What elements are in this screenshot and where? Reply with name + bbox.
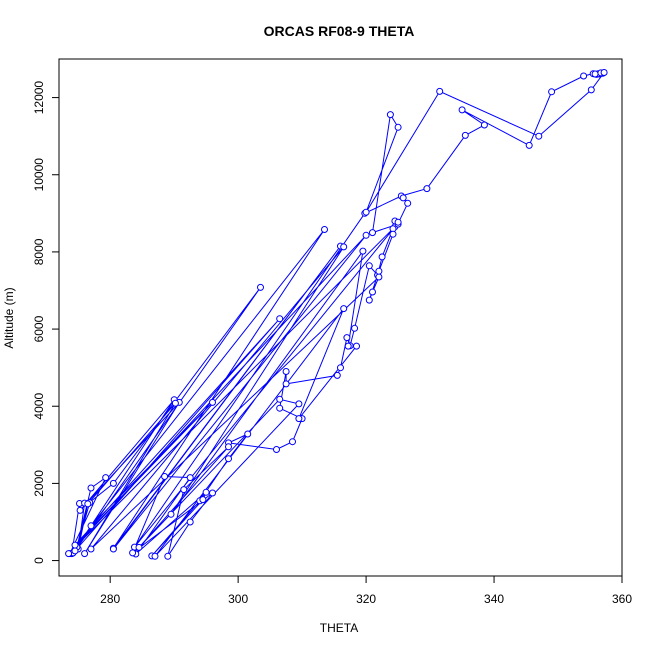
y-tick-label: 8000 xyxy=(32,238,46,265)
data-point xyxy=(109,545,117,553)
data-point xyxy=(109,479,117,487)
data-point xyxy=(359,247,367,255)
data-point xyxy=(375,273,383,281)
data-point xyxy=(135,543,143,551)
data-point xyxy=(209,489,216,497)
data-point xyxy=(276,404,284,412)
data-point xyxy=(87,484,95,492)
data-point xyxy=(186,518,194,526)
x-axis: 280 300 320 340 360 xyxy=(100,575,632,606)
data-point xyxy=(404,199,412,207)
y-tick-label: 2000 xyxy=(32,470,46,497)
data-point xyxy=(340,243,348,251)
data-point xyxy=(202,488,210,496)
y-axis: 0 2000 4000 6000 8000 10000 12000 xyxy=(32,81,60,564)
data-point xyxy=(365,262,373,270)
series-lines xyxy=(68,71,606,557)
data-point xyxy=(129,549,137,557)
data-point xyxy=(71,541,79,549)
data-point xyxy=(362,208,370,216)
data-point xyxy=(225,455,232,463)
data-point xyxy=(257,283,264,291)
data-point xyxy=(164,552,172,560)
data-point xyxy=(394,123,402,131)
x-tick-label: 360 xyxy=(612,592,632,606)
data-point xyxy=(375,267,383,275)
data-point xyxy=(399,194,407,202)
data-point xyxy=(167,510,175,518)
data-point xyxy=(535,132,543,140)
data-point xyxy=(365,296,373,304)
chart-title: ORCAS RF08-9 THETA xyxy=(264,23,415,39)
data-point xyxy=(458,106,466,114)
data-point xyxy=(600,69,608,76)
data-point xyxy=(276,395,284,403)
data-point xyxy=(209,398,216,406)
data-point xyxy=(548,88,556,96)
data-point xyxy=(81,550,89,558)
data-point xyxy=(321,226,328,233)
data-point xyxy=(394,218,402,226)
series-points xyxy=(65,69,608,560)
data-point xyxy=(389,230,397,238)
data-point xyxy=(337,364,344,372)
data-point xyxy=(102,474,110,482)
data-point xyxy=(295,400,303,408)
y-tick-label: 0 xyxy=(32,557,46,564)
data-point xyxy=(225,443,232,451)
data-point xyxy=(461,131,469,139)
data-point xyxy=(76,506,84,514)
data-point xyxy=(436,87,444,95)
data-point xyxy=(423,185,431,193)
data-point xyxy=(282,368,290,375)
data-point xyxy=(161,473,169,480)
y-tick-label: 6000 xyxy=(32,315,46,342)
x-axis-title: THETA xyxy=(320,621,358,635)
data-point xyxy=(87,522,95,530)
data-point xyxy=(353,342,360,350)
data-point xyxy=(351,324,359,332)
data-point xyxy=(282,380,290,388)
data-point xyxy=(362,231,370,239)
data-point xyxy=(344,342,352,350)
data-point xyxy=(71,547,79,555)
y-axis-title: Altitude (m) xyxy=(2,287,16,348)
data-point xyxy=(333,371,341,379)
data-point xyxy=(525,141,533,149)
data-point xyxy=(199,496,207,504)
data-point xyxy=(295,415,303,423)
data-point xyxy=(580,72,588,80)
data-point xyxy=(591,70,599,78)
x-tick-label: 340 xyxy=(484,592,504,606)
data-point xyxy=(276,315,284,323)
data-point xyxy=(186,474,194,482)
data-point xyxy=(180,486,188,494)
y-tick-label: 12000 xyxy=(32,81,46,115)
data-point xyxy=(65,550,73,558)
data-point xyxy=(87,545,95,553)
y-tick-label: 4000 xyxy=(32,393,46,420)
data-point xyxy=(386,111,394,119)
x-tick-label: 280 xyxy=(100,592,120,606)
data-point xyxy=(171,399,179,407)
data-point xyxy=(369,288,376,296)
data-point xyxy=(151,552,159,560)
x-tick-label: 320 xyxy=(356,592,376,606)
data-point xyxy=(340,305,348,313)
data-point xyxy=(587,86,595,94)
x-tick-label: 300 xyxy=(228,592,248,606)
data-point xyxy=(273,446,280,453)
y-tick-label: 10000 xyxy=(32,158,46,192)
data-point xyxy=(480,121,488,129)
series-line xyxy=(68,71,606,557)
data-point xyxy=(369,229,376,237)
data-point xyxy=(244,430,252,438)
data-point xyxy=(84,500,92,508)
data-point xyxy=(343,334,351,342)
data-point xyxy=(378,253,386,261)
data-point xyxy=(289,438,296,446)
